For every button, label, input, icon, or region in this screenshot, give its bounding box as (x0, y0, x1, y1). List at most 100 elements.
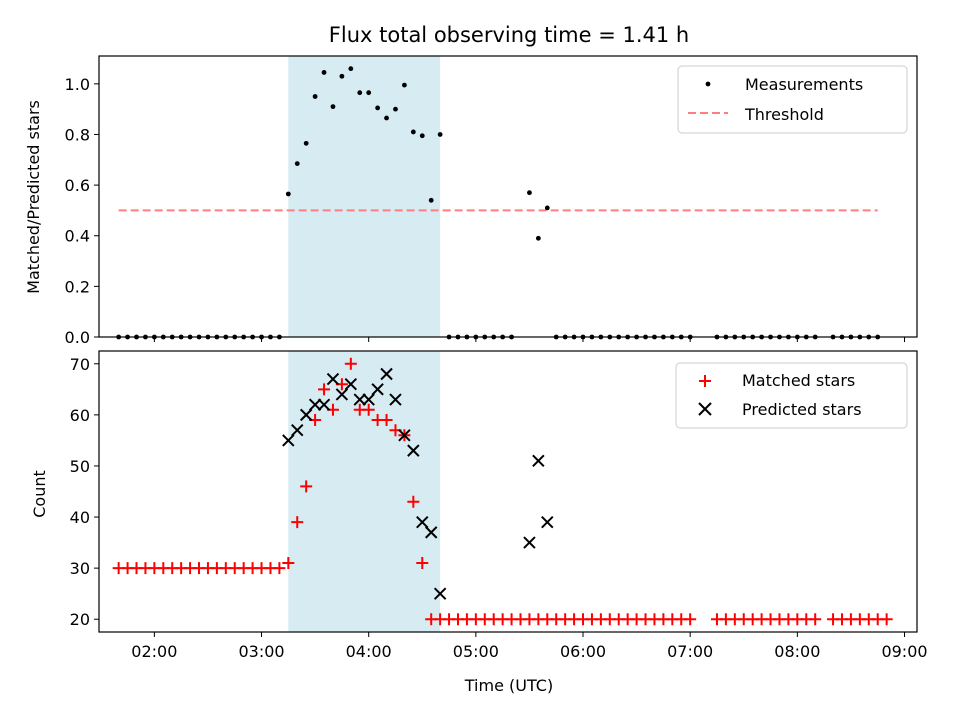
predicted-star-point (541, 515, 554, 529)
bottom-x-ticks: 02:00 03:00 04:00 05:00 06:00 07:00 08:00 09:00 (131, 632, 928, 661)
matched-star-point (380, 413, 393, 426)
matched-star-point (282, 557, 295, 570)
measurement-point (285, 191, 291, 197)
measurement-point (402, 82, 407, 88)
measurement-point (312, 94, 318, 99)
measurement-point (303, 140, 309, 146)
top-legend: Measurements Threshold (677, 65, 908, 134)
measurement-point (366, 90, 372, 96)
matched-star-point (273, 562, 286, 575)
bottom-panel: 20 30 40 50 60 70 02:00 03:00 04:00 05:00 06:00 07… (30, 350, 928, 695)
measurement-point (348, 66, 354, 72)
measurement-point (339, 73, 345, 79)
predicted-star-point (424, 526, 438, 539)
legend-threshold-label: Threshold (744, 105, 824, 124)
legend-predicted-marker (698, 402, 712, 416)
predicted-star-point (389, 393, 402, 406)
matched-star-point (880, 613, 893, 626)
x-tick-label: 05:00 (453, 642, 499, 661)
predicted-stars-series (282, 367, 554, 600)
y-tick-label: 20 (70, 610, 90, 629)
predicted-star-point (371, 383, 384, 396)
predicted-star-point (308, 398, 322, 411)
legend-measurements-label: Measurements (745, 75, 863, 94)
predicted-star-point (353, 393, 366, 406)
y-tick-label: 0.2 (65, 277, 90, 296)
bottom-shaded-interval (288, 351, 441, 632)
top-y-ticks: 0.0 0.2 0.4 0.6 0.8 1.0 (65, 75, 99, 347)
x-tick-label: 06:00 (560, 642, 606, 661)
bottom-y-axis-label: Count (30, 470, 49, 518)
x-axis-label: Time (UTC) (464, 676, 553, 695)
y-tick-label: 0.6 (65, 176, 90, 195)
predicted-star-point (291, 423, 304, 437)
predicted-star-point (299, 408, 313, 422)
chart-title: Flux total observing time = 1.41 h (329, 23, 689, 47)
matched-star-point (684, 613, 697, 626)
y-tick-label: 40 (70, 508, 90, 527)
bottom-y-ticks: 20 30 40 50 60 70 (70, 355, 99, 629)
predicted-star-point (523, 536, 536, 549)
measurement-point (375, 105, 381, 111)
predicted-star-point (380, 367, 393, 381)
measurement-point (384, 115, 389, 121)
predicted-star-point (335, 388, 349, 401)
matched-stars-series (112, 357, 893, 626)
y-tick-label: 70 (70, 355, 90, 374)
legend-matched-marker (699, 375, 711, 387)
predicted-star-point (344, 378, 358, 391)
measurement-point (535, 235, 541, 241)
measurement-point (419, 133, 425, 139)
predicted-star-point (326, 372, 340, 386)
x-tick-label: 04:00 (346, 642, 392, 661)
top-legend-box (677, 65, 908, 134)
legend-predicted-label: Predicted stars (742, 400, 862, 419)
y-tick-label: 30 (70, 559, 90, 578)
measurement-point (410, 129, 416, 135)
matched-star-point (416, 557, 429, 570)
measurement-point (527, 190, 532, 196)
predicted-star-point (433, 587, 447, 600)
y-tick-label: 60 (70, 406, 90, 425)
measurement-point (321, 70, 327, 75)
predicted-star-point (282, 434, 295, 447)
measurement-point (330, 104, 336, 110)
predicted-star-point (416, 515, 429, 529)
y-tick-label: 0.4 (65, 227, 90, 246)
x-tick-label: 09:00 (881, 642, 927, 661)
legend-matched-label: Matched stars (742, 371, 855, 390)
predicted-star-point (362, 393, 375, 406)
matched-star-point (300, 480, 313, 493)
matched-star-point (407, 495, 420, 508)
top-panel: 0.0 0.2 0.4 0.6 0.8 1.0 Matched/Predicted sta… (24, 55, 918, 347)
matched-star-point (291, 516, 304, 529)
measurement-point (437, 132, 443, 137)
matched-star-point (809, 613, 822, 626)
measurement-point (357, 90, 363, 96)
y-tick-label: 1.0 (65, 75, 90, 94)
predicted-star-point (398, 429, 411, 442)
x-tick-label: 02:00 (131, 642, 177, 661)
predicted-star-point (317, 398, 331, 411)
predicted-star-point (407, 444, 420, 457)
top-shaded-interval (288, 56, 441, 337)
top-x-ticks (153, 337, 905, 342)
measurement-point (393, 106, 398, 112)
top-axes-frame (98, 55, 918, 338)
bottom-legend-box (675, 362, 908, 429)
predicted-star-point (532, 454, 545, 468)
x-tick-label: 08:00 (774, 642, 820, 661)
matched-star-point (318, 383, 331, 396)
top-y-axis-label: Matched/Predicted stars (24, 100, 43, 294)
legend-measurements-marker (705, 81, 711, 87)
matched-star-point (362, 403, 375, 416)
x-tick-label: 07:00 (667, 642, 713, 661)
matched-star-point (344, 357, 357, 370)
measurement-point (428, 197, 434, 203)
measurement-point (294, 161, 300, 166)
bottom-legend: Matched stars Predicted stars (675, 362, 908, 429)
measurement-point (544, 205, 550, 211)
y-tick-label: 0.0 (65, 328, 90, 347)
x-tick-label: 03:00 (238, 642, 284, 661)
